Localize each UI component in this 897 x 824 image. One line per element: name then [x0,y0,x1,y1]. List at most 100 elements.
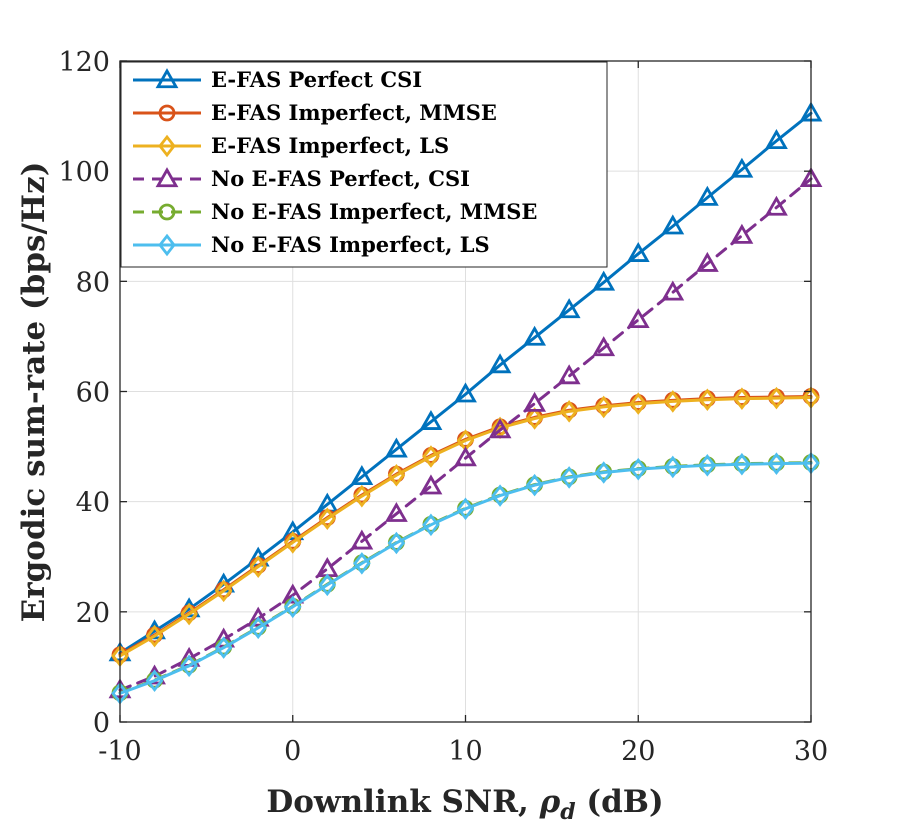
data-point [249,616,267,640]
x-tick-label: 20 [621,736,655,767]
y-tick-label: 100 [58,157,110,188]
y-axis-title: Ergodic sum-rate (bps/Hz) [16,162,52,623]
data-point [733,452,751,476]
y-tick-label: 80 [76,267,110,298]
x-axis-title: Downlink SNR, ρd (dB) [266,784,663,824]
legend-swatch-marker [158,203,176,221]
legend-swatch-marker [158,134,176,158]
x-tick-label: -10 [98,736,141,767]
data-point [629,392,648,415]
data-point [695,251,719,272]
legend-entry: E-FAS Imperfect, MMSE [133,100,497,125]
data-point [730,157,754,178]
y-tick-label: 120 [58,47,110,78]
data-point [488,353,512,374]
data-point [419,474,443,495]
series-3 [111,386,820,668]
data-point [626,241,650,262]
data-point [384,501,408,522]
data-point [560,400,578,423]
data-point [283,531,302,554]
data-point [765,129,788,150]
data-point [180,602,198,626]
data-point [557,364,581,385]
data-point [733,387,751,410]
data-point [488,418,512,439]
data-point [281,583,305,604]
data-point [767,386,786,410]
data-point [661,214,685,235]
legend-label: E-FAS Imperfect, MMSE [211,100,497,125]
data-point [387,463,406,487]
data-point [491,484,509,507]
x-tick-label: 30 [794,736,828,767]
legend-entry: No E-FAS Perfect, CSI [133,166,470,191]
data-point [419,409,443,430]
series-line [118,461,813,695]
data-point [661,280,685,301]
data-point [525,407,544,430]
legend-label: E-FAS Perfect CSI [211,67,422,92]
series-group [108,101,823,705]
data-point [626,308,650,329]
legend-swatch-marker [155,68,179,89]
legend-entries: E-FAS Perfect CSI E-FAS Imperfect, MMSE E-… [133,67,537,257]
data-point [249,555,267,578]
data-point [422,513,440,537]
legend-label: No E-FAS Imperfect, LS [211,232,490,257]
data-point [214,636,233,659]
data-point [145,669,164,692]
legend: E-FAS Perfect CSI E-FAS Imperfect, MMSE E-… [120,61,608,268]
y-tick-label: 40 [76,488,110,519]
series-line [118,396,813,658]
y-tick-label: 0 [93,708,110,739]
data-point [384,437,408,458]
data-point [318,507,337,531]
data-point [350,529,374,550]
data-point [422,445,440,468]
legend-label: No E-FAS Imperfect, MMSE [211,199,537,224]
legend-entry: No E-FAS Imperfect, LS [133,232,490,257]
data-point [387,531,406,555]
data-point [664,455,682,479]
legend-swatch-marker [158,233,176,257]
legend-label: E-FAS Imperfect, LS [211,133,449,158]
data-point [525,473,544,497]
axis-ticks [119,60,812,723]
data-point [353,552,371,575]
data-point [698,388,717,412]
y-tick-label: 60 [76,378,110,409]
data-point [456,497,475,521]
data-point [767,452,786,475]
data-point [353,484,371,508]
x-tick-label: 10 [448,736,482,767]
data-point [698,454,717,477]
data-point [523,325,547,346]
series-1 [108,101,823,662]
series-line [118,111,813,655]
legend-label: No E-FAS Perfect, CSI [211,166,470,191]
data-point [281,520,305,541]
data-point [557,298,581,319]
series-line [118,177,813,692]
data-point [594,395,613,419]
legend-box [120,61,608,268]
data-point [664,390,682,413]
data-point [594,461,613,484]
data-point [246,606,270,627]
data-point [765,195,788,216]
legend-swatch-marker [158,104,176,122]
data-point [560,466,578,489]
data-point [695,185,719,206]
legend-entry: E-FAS Perfect CSI [133,67,422,92]
data-point [454,446,477,467]
data-point [283,595,302,619]
data-point [629,457,648,481]
legend-entry: No E-FAS Imperfect, MMSE [133,199,537,224]
data-point [180,654,198,678]
y-tick-label: 20 [76,598,110,629]
data-point [350,465,374,486]
data-point [730,223,754,244]
